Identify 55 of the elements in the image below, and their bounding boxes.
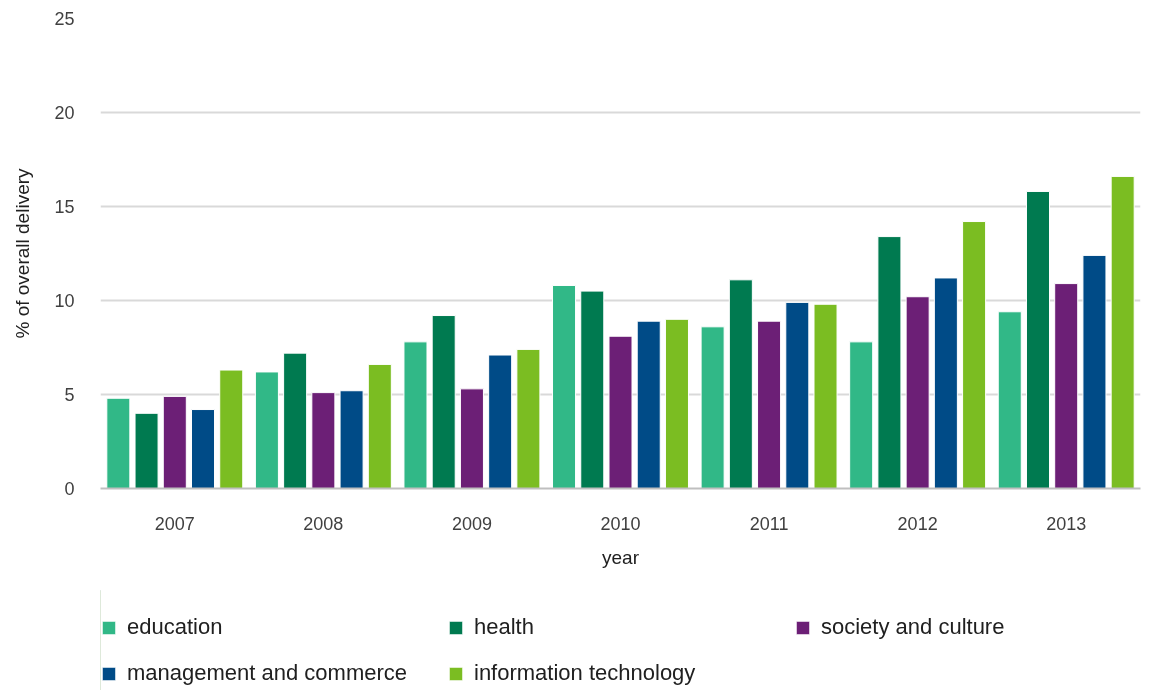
bar <box>664 318 689 489</box>
bar <box>403 341 428 489</box>
x-tick-label: 2008 <box>303 513 344 534</box>
bar <box>339 390 364 489</box>
x-tick-label: 2013 <box>1046 513 1087 534</box>
bar <box>134 412 159 489</box>
bar <box>1110 175 1135 489</box>
bar <box>162 395 187 489</box>
bar <box>813 303 838 489</box>
y-tick-label: 5 <box>64 385 75 405</box>
bar <box>700 326 725 489</box>
legend-label: health <box>474 614 535 640</box>
bar <box>905 296 930 489</box>
bar <box>191 409 216 489</box>
x-tick-label: 2007 <box>154 513 195 534</box>
bar <box>608 335 633 489</box>
y-tick-label: 25 <box>54 9 75 29</box>
bar <box>962 221 987 489</box>
x-tick-label: 2009 <box>451 513 492 534</box>
bar <box>1025 190 1050 489</box>
bar <box>219 369 244 489</box>
bar <box>877 236 902 489</box>
bar <box>106 397 131 489</box>
y-axis-title: % of overall delivery <box>12 167 34 339</box>
bar <box>580 290 605 489</box>
legend-label: management and commerce <box>127 660 409 686</box>
bar <box>785 301 810 489</box>
y-tick-label: 10 <box>54 291 75 311</box>
bar <box>636 320 661 489</box>
bar <box>254 371 279 489</box>
bar <box>431 315 456 489</box>
x-tick-label: 2010 <box>600 513 641 534</box>
y-tick-label: 20 <box>54 103 75 123</box>
bar <box>459 388 484 489</box>
legend-label: education <box>127 614 224 640</box>
bar <box>552 284 577 489</box>
y-tick-label: 0 <box>64 479 75 499</box>
x-tick-label: 2011 <box>749 513 789 534</box>
bar <box>488 354 513 489</box>
bar <box>283 352 308 489</box>
x-axis-title: year <box>602 546 640 568</box>
bar <box>367 363 392 489</box>
bar <box>311 392 336 489</box>
x-tick-label: 2012 <box>897 513 938 534</box>
bar <box>933 277 958 489</box>
bar <box>849 341 874 489</box>
bar <box>1082 254 1107 489</box>
y-tick-label: 15 <box>54 197 75 217</box>
bar <box>757 320 782 489</box>
bar <box>728 279 753 489</box>
bar <box>516 348 541 489</box>
bar <box>1054 283 1079 489</box>
legend-label: information technology <box>474 660 697 686</box>
bar <box>997 311 1022 489</box>
legend-label: society and culture <box>821 614 1006 640</box>
